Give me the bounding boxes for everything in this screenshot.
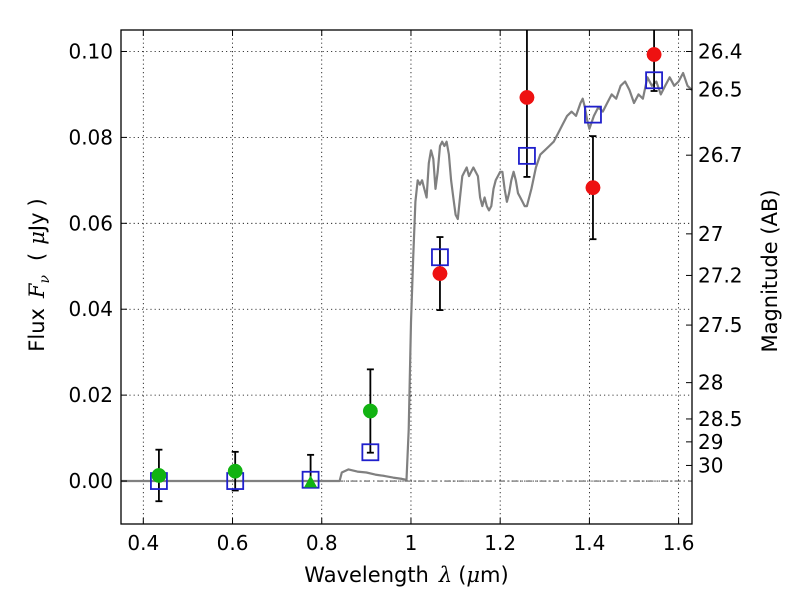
y-axis-label-unit-rest: Jy (25, 212, 49, 233)
data-point-circle (151, 468, 167, 483)
y-tick-label: 0.10 (68, 39, 113, 63)
data-point-square (584, 105, 602, 124)
y-tick-label: 0.08 (68, 125, 113, 149)
data-point-square (431, 248, 449, 267)
mag-tick-label: 27.5 (698, 313, 743, 337)
data-point-circle (585, 180, 601, 196)
mag-tick-label: 26.5 (698, 77, 743, 101)
right-axis-label: Magnitude (AB) (758, 189, 782, 352)
model-spectrum (121, 71, 693, 483)
x-tick-label: 1 (405, 531, 418, 555)
x-tick-label: 1.2 (484, 531, 516, 555)
x-axis-label-text: Wavelength (304, 563, 429, 587)
axis-ticks: 0.4 0.6 0.8 1 1.2 1.4 1.6 0.00 0.02 0.04 0.06 0.08 0… (68, 30, 743, 555)
mag-tick-label: 29 (698, 430, 723, 454)
mag-tick-label: 28.5 (698, 407, 743, 431)
x-axis-label-unit-open: ( (458, 563, 466, 587)
mag-tick-label: 27.2 (698, 263, 743, 287)
grid-lines (121, 30, 692, 524)
model-spectrum-line (121, 71, 693, 483)
data-point-triangle (304, 475, 318, 488)
x-tick-label: 0.6 (217, 531, 249, 555)
data-point-circle (432, 266, 448, 282)
mag-tick-label: 27 (698, 222, 723, 246)
x-axis-label: Wavelength λ (μm) (304, 563, 508, 587)
mag-tick-label: 26.4 (698, 39, 743, 63)
data-point-square (645, 71, 663, 90)
mag-tick-label: 28 (698, 371, 723, 395)
y-axis-label-unit-close: ) (25, 198, 49, 206)
x-tick-label: 1.4 (573, 531, 605, 555)
y-axis-label: Flux Fν ( μJy) (25, 198, 53, 351)
mag-tick-label: 30 (698, 453, 723, 477)
data-point-circle (362, 403, 378, 419)
x-axis-label-unit-mu: μ (466, 563, 480, 587)
data-point-square (518, 146, 536, 165)
data-point-circle (519, 89, 535, 105)
data-point-circle (227, 463, 243, 479)
y-tick-label: 0.02 (68, 383, 113, 407)
data-point-square (301, 470, 320, 489)
data-point-circle (646, 47, 662, 62)
x-tick-label: 0.4 (127, 531, 159, 555)
y-tick-label: 0.00 (68, 469, 113, 493)
x-axis-label-unit-rest: m) (480, 563, 509, 587)
y-tick-label: 0.06 (68, 211, 113, 235)
x-tick-label: 1.6 (663, 531, 695, 555)
photometry-points (150, 47, 663, 490)
y-tick-label: 0.04 (68, 297, 113, 321)
x-axis-label-symbol: λ (438, 563, 452, 587)
x-tick-label: 0.8 (306, 531, 338, 555)
y-axis-label-text: Flux (25, 308, 49, 352)
data-point-square (361, 443, 380, 462)
y-axis-label-unit-mu: μ (25, 231, 49, 245)
y-axis-label-symbol: F (25, 282, 49, 299)
y-axis-label-subscript: ν (37, 274, 53, 283)
plot-frame (120, 29, 693, 525)
y-axis-label-unit-open: ( (25, 253, 49, 261)
mag-tick-label: 26.7 (698, 143, 743, 167)
